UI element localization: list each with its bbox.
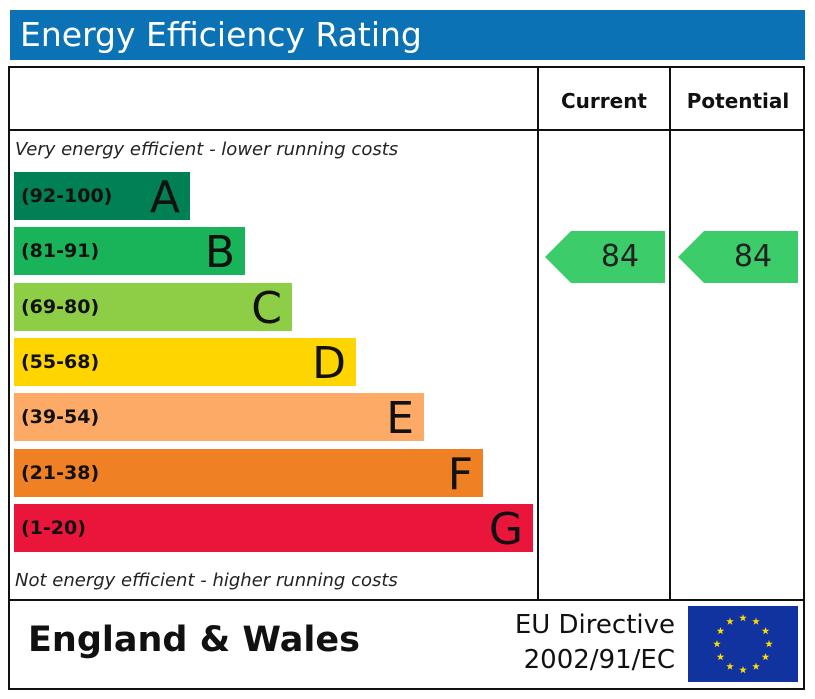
band-range: (81-91) bbox=[21, 240, 100, 263]
band-range: (55-68) bbox=[21, 350, 100, 373]
flag-star bbox=[752, 662, 760, 670]
flag-star bbox=[713, 640, 721, 648]
arrow-shape bbox=[678, 231, 798, 283]
band-range: (69-80) bbox=[21, 295, 100, 318]
header-divider bbox=[8, 129, 805, 131]
band-letter: D bbox=[312, 337, 346, 389]
flag-star bbox=[726, 617, 734, 625]
band-letter: C bbox=[251, 282, 282, 334]
footer-divider bbox=[8, 599, 805, 601]
band-letter: E bbox=[386, 393, 414, 445]
title: Energy Efficiency Rating bbox=[10, 10, 805, 60]
band-letter: A bbox=[149, 172, 180, 223]
band-range: (39-54) bbox=[21, 406, 100, 429]
column-divider bbox=[669, 66, 671, 600]
flag-star bbox=[739, 614, 747, 622]
band-range: (1-20) bbox=[21, 516, 86, 539]
band-range: (21-38) bbox=[21, 461, 100, 484]
eu-flag bbox=[688, 606, 798, 682]
flag-star bbox=[726, 662, 734, 670]
band-letter: G bbox=[488, 503, 523, 555]
band-letter: B bbox=[204, 227, 235, 279]
flag-star bbox=[761, 653, 770, 661]
potential-arrow: 84 bbox=[678, 231, 798, 283]
band: (92-100) A bbox=[14, 172, 190, 223]
potential-header: Potential bbox=[686, 89, 790, 113]
flag-star bbox=[752, 617, 760, 625]
band: (39-54) E bbox=[14, 393, 424, 444]
band-range: (92-100) bbox=[21, 185, 113, 207]
column-divider bbox=[537, 66, 539, 600]
frame bbox=[8, 66, 805, 690]
band: (81-91) B bbox=[14, 227, 245, 278]
current-value: 84 bbox=[600, 239, 640, 274]
top-note: Very energy efficient - lower running co… bbox=[15, 139, 399, 160]
band: (1-20) G bbox=[14, 503, 533, 555]
flag-star bbox=[716, 627, 725, 635]
current-arrow: 84 bbox=[545, 231, 665, 283]
bottom-note: Not energy efficient - higher running co… bbox=[15, 570, 398, 591]
directive-line: EU Directive bbox=[514, 610, 675, 640]
band: (21-38) F bbox=[14, 448, 483, 500]
region: England & Wales bbox=[28, 620, 360, 660]
band: (55-68) D bbox=[14, 337, 356, 389]
directive-line: 2002/91/EC bbox=[523, 645, 675, 675]
flag-star bbox=[761, 627, 770, 635]
band-letter: F bbox=[447, 448, 473, 500]
band: (69-80) C bbox=[14, 282, 292, 334]
arrow-shape bbox=[545, 231, 665, 283]
current-header: Current bbox=[560, 89, 647, 113]
potential-value: 84 bbox=[733, 239, 773, 274]
flag-star bbox=[739, 666, 747, 674]
flag-star bbox=[716, 653, 725, 661]
flag-star bbox=[765, 640, 773, 648]
